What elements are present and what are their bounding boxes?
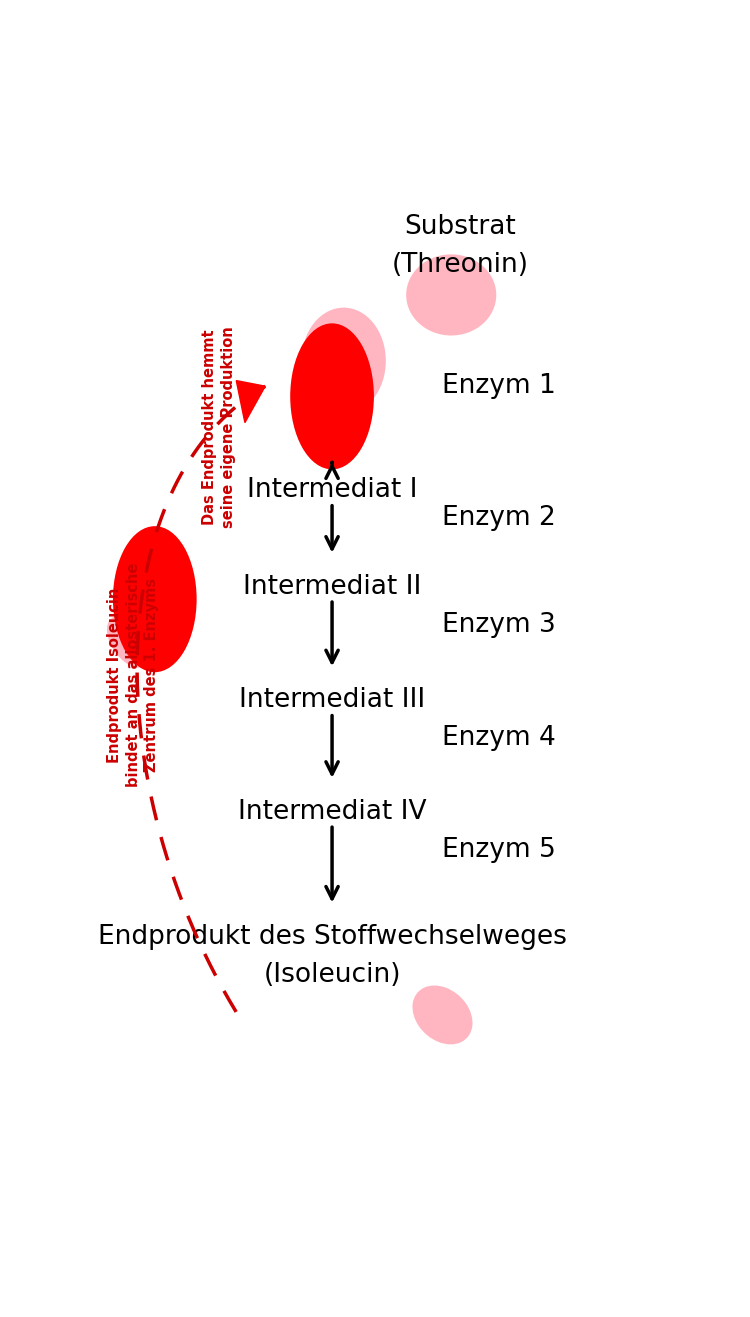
Polygon shape [236, 381, 266, 423]
Text: Enzym 4: Enzym 4 [442, 726, 556, 751]
Text: Intermediat II: Intermediat II [243, 574, 422, 599]
Ellipse shape [413, 985, 472, 1044]
Ellipse shape [406, 254, 496, 336]
Text: Intermediat IV: Intermediat IV [238, 799, 426, 824]
Text: Substrat: Substrat [404, 213, 516, 240]
Text: Enzym 1: Enzym 1 [442, 373, 556, 399]
Circle shape [290, 324, 374, 469]
Text: Enzym 3: Enzym 3 [442, 611, 556, 637]
Ellipse shape [302, 308, 386, 414]
Circle shape [113, 527, 196, 672]
Text: Intermediat III: Intermediat III [239, 687, 425, 714]
Text: Enzym 5: Enzym 5 [442, 836, 556, 863]
Ellipse shape [107, 616, 150, 668]
Text: Das Endprodukt hemmt
seine eigene Produktion: Das Endprodukt hemmt seine eigene Produk… [202, 325, 236, 528]
Text: (Threonin): (Threonin) [392, 253, 529, 278]
Text: Enzym 2: Enzym 2 [442, 504, 556, 531]
Text: (Isoleucin): (Isoleucin) [263, 963, 400, 988]
Text: Endprodukt Isoleucin
bindet an das allosterische
Zentrum des 1. Enzyms: Endprodukt Isoleucin bindet an das allos… [107, 564, 159, 788]
Text: Endprodukt des Stoffwechselweges: Endprodukt des Stoffwechselweges [98, 923, 566, 950]
Text: Intermediat I: Intermediat I [247, 478, 417, 503]
